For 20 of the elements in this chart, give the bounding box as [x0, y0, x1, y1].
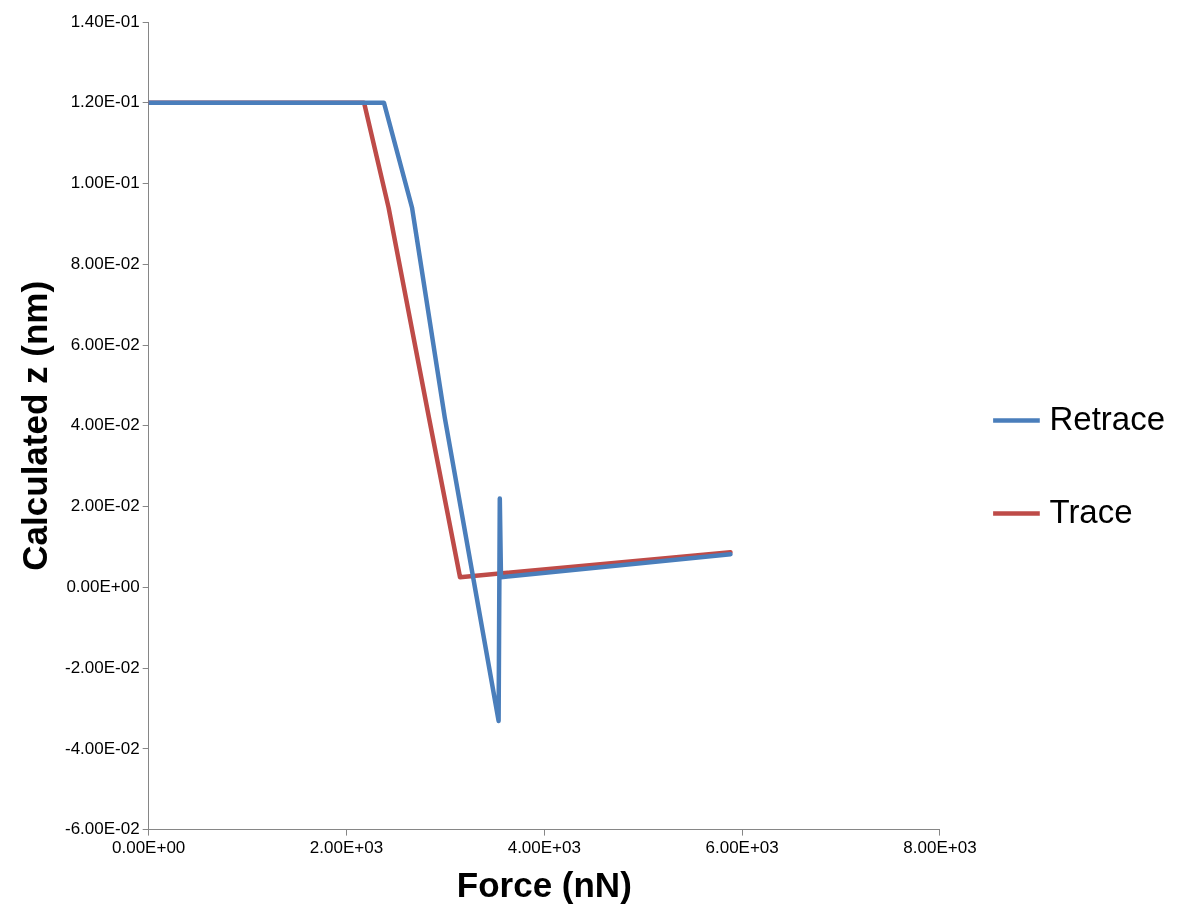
legend-label: Trace	[1049, 492, 1133, 530]
y-tick-label: 1.20E-01	[70, 92, 140, 112]
y-axis-title: Calculated z (nm)	[14, 280, 54, 571]
x-tick-label: 6.00E+03	[705, 838, 779, 858]
y-tick-label: 1.00E-01	[70, 173, 140, 193]
x-tick-label: 4.00E+03	[507, 838, 581, 858]
y-tick-label: 2.00E-02	[70, 496, 140, 516]
y-tick-label: 1.40E-01	[70, 11, 140, 31]
x-tick-label: 0.00E+00	[112, 838, 186, 858]
x-tick-label: 8.00E+03	[903, 838, 977, 858]
legend-label: Retrace	[1049, 399, 1166, 437]
y-tick-label: -6.00E-02	[64, 819, 140, 839]
x-tick-label: 2.00E+03	[309, 838, 384, 858]
y-tick-label: -2.00E-02	[64, 657, 140, 677]
y-tick-label: 4.00E-02	[70, 415, 140, 435]
y-tick-label: 6.00E-02	[70, 334, 140, 354]
y-tick-label: -4.00E-02	[64, 738, 140, 758]
y-tick-label: 0.00E+00	[66, 577, 140, 597]
x-axis-title: Force (nN)	[456, 864, 632, 904]
y-tick-label: 8.00E-02	[70, 253, 140, 273]
